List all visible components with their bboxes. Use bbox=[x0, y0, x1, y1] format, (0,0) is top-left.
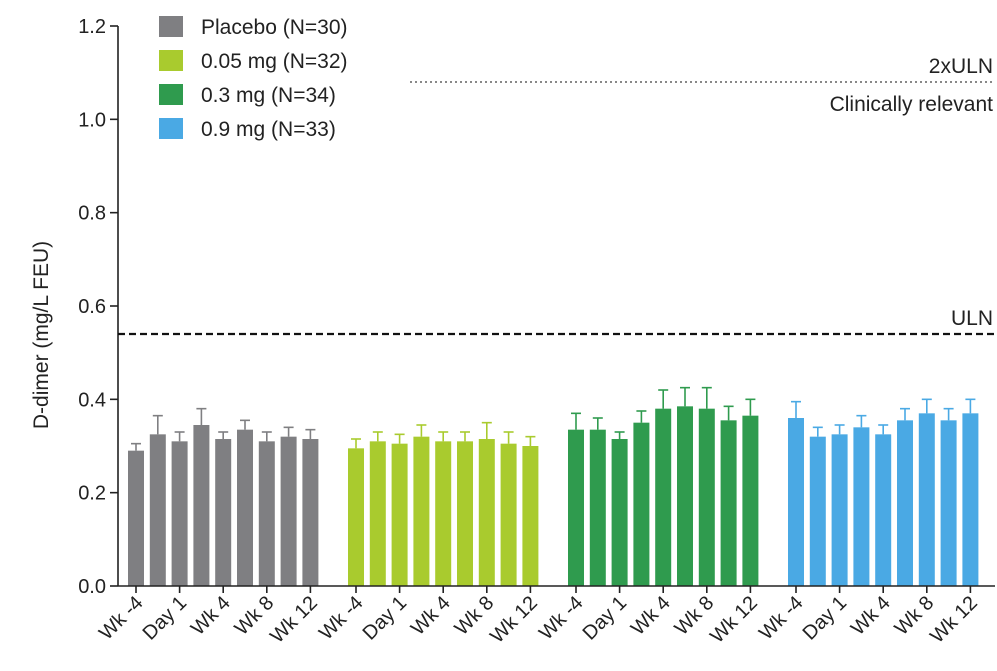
x-tick-label: Wk -4 bbox=[315, 592, 367, 644]
bar-group-2 bbox=[568, 386, 759, 586]
legend-swatch bbox=[159, 16, 183, 37]
bar bbox=[369, 441, 386, 586]
bar bbox=[237, 429, 253, 586]
x-tick-label: Day 1 bbox=[139, 592, 192, 645]
bar bbox=[677, 406, 693, 586]
x-tick-label: Wk 12 bbox=[486, 592, 542, 648]
reference-label: 2xULN bbox=[929, 55, 993, 78]
x-tick-label: Wk 4 bbox=[847, 592, 895, 640]
legend-swatch bbox=[159, 118, 183, 139]
bar bbox=[940, 420, 957, 586]
x-tick-label: Day 1 bbox=[579, 592, 632, 645]
bar bbox=[258, 441, 275, 586]
y-axis-title: D-dimer (mg/L FEU) bbox=[30, 241, 53, 429]
legend-label: Placebo (N=30) bbox=[201, 16, 348, 39]
reference-sublabel: Clinically relevant bbox=[830, 93, 994, 116]
x-tick-label: Wk 12 bbox=[266, 592, 322, 648]
y-tick-label: 0.6 bbox=[78, 296, 106, 318]
bar bbox=[611, 439, 628, 586]
bar-group-1 bbox=[348, 421, 539, 586]
y-tick-label: 0.4 bbox=[78, 389, 106, 411]
bar bbox=[391, 443, 408, 586]
y-tick-label: 0.0 bbox=[78, 576, 106, 598]
x-tick-label: Wk 4 bbox=[187, 592, 235, 640]
reference-label: ULN bbox=[951, 307, 993, 330]
bar bbox=[655, 408, 672, 586]
x-tick-label: Wk 4 bbox=[627, 592, 675, 640]
legend-label: 0.9 mg (N=33) bbox=[201, 118, 336, 141]
bar bbox=[348, 448, 364, 586]
legend-label: 0.3 mg (N=34) bbox=[201, 84, 336, 107]
y-tick-label: 1.2 bbox=[78, 16, 106, 38]
bar bbox=[302, 439, 319, 586]
x-tick-label: Day 1 bbox=[359, 592, 412, 645]
bar-group-0 bbox=[128, 407, 319, 586]
bar bbox=[589, 429, 606, 586]
x-tick-label: Wk -4 bbox=[95, 592, 147, 644]
bar-group-3 bbox=[788, 398, 979, 586]
bar bbox=[698, 408, 715, 586]
bar bbox=[853, 427, 870, 586]
x-tick-label: Wk -4 bbox=[535, 592, 587, 644]
bar bbox=[149, 434, 166, 586]
bar bbox=[280, 436, 297, 586]
bar bbox=[918, 413, 935, 586]
x-tick-label: Wk -4 bbox=[755, 592, 807, 644]
legend-swatch bbox=[159, 50, 183, 71]
bar bbox=[435, 441, 452, 586]
x-tick-label: Wk 12 bbox=[926, 592, 982, 648]
bar bbox=[171, 441, 188, 586]
x-tick-label: Day 1 bbox=[799, 592, 852, 645]
bars bbox=[128, 386, 979, 586]
bar bbox=[522, 446, 539, 586]
bar bbox=[962, 413, 979, 586]
bar bbox=[788, 418, 804, 586]
bar bbox=[633, 422, 650, 586]
y-tick-label: 0.2 bbox=[78, 483, 106, 505]
bar bbox=[128, 450, 144, 586]
bar bbox=[215, 439, 232, 586]
bar bbox=[457, 441, 473, 586]
bar bbox=[413, 436, 430, 586]
bar bbox=[831, 434, 848, 586]
bar bbox=[478, 439, 495, 586]
bar bbox=[720, 420, 737, 586]
bar bbox=[500, 443, 517, 586]
bar bbox=[742, 415, 759, 586]
bar bbox=[875, 434, 892, 586]
legend-label: 0.05 mg (N=32) bbox=[201, 50, 348, 73]
legend: Placebo (N=30) 0.05 mg (N=32) 0.3 mg (N=34… bbox=[159, 16, 348, 141]
legend-swatch bbox=[159, 84, 183, 105]
y-tick-label: 1.0 bbox=[78, 109, 106, 131]
bar bbox=[897, 420, 913, 586]
bar bbox=[568, 429, 584, 586]
bar bbox=[193, 425, 210, 586]
reference-lines: ULN 2xULN Clinically relevant bbox=[118, 55, 995, 336]
y-axis: 0.0 0.2 0.4 0.6 0.8 1.0 1.2 bbox=[78, 16, 119, 598]
x-tick-label: Wk 4 bbox=[407, 592, 455, 640]
y-tick-label: 0.8 bbox=[78, 203, 106, 225]
x-tick-label: Wk 12 bbox=[706, 592, 762, 648]
bar bbox=[809, 436, 826, 586]
